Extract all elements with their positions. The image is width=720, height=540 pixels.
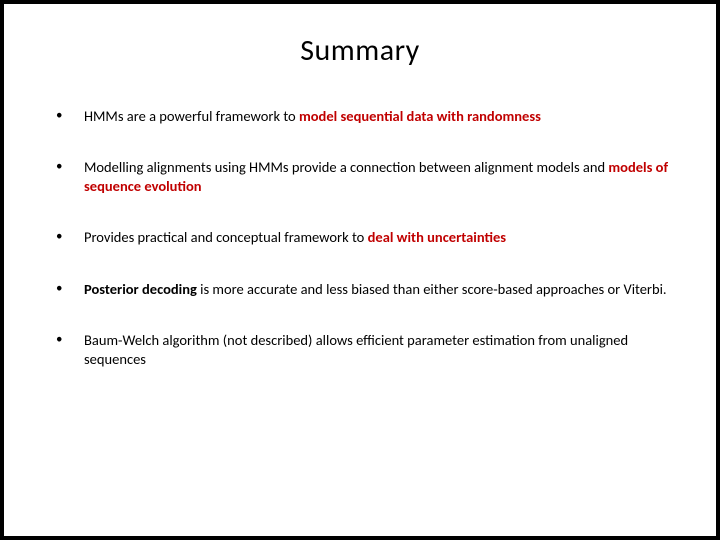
slide: Summary HMMs are a powerful framework to…	[4, 4, 716, 536]
list-item: Provides practical and conceptual framew…	[52, 228, 680, 247]
bullet-text-highlight: model sequential data with randomness	[299, 107, 541, 125]
list-item: Posterior decoding is more accurate and …	[52, 280, 680, 299]
bullet-text-pre: Provides practical and conceptual framew…	[84, 228, 368, 246]
list-item: Modelling alignments using HMMs provide …	[52, 158, 680, 196]
bullet-text-pre: Modelling alignments using HMMs provide …	[84, 158, 608, 176]
bullet-list: HMMs are a powerful framework to model s…	[40, 107, 680, 369]
list-item: HMMs are a powerful framework to model s…	[52, 107, 680, 126]
bullet-text-post: is more accurate and less biased than ei…	[197, 280, 667, 298]
bullet-text-pre: HMMs are a powerful framework to	[84, 107, 299, 125]
slide-title: Summary	[40, 32, 680, 69]
bullet-text-pre: Baum-Welch algorithm (not described) all…	[84, 331, 628, 368]
list-item: Baum-Welch algorithm (not described) all…	[52, 331, 680, 369]
bullet-text-highlight: deal with uncertainties	[368, 228, 506, 246]
bullet-text-bold: Posterior decoding	[84, 280, 197, 298]
